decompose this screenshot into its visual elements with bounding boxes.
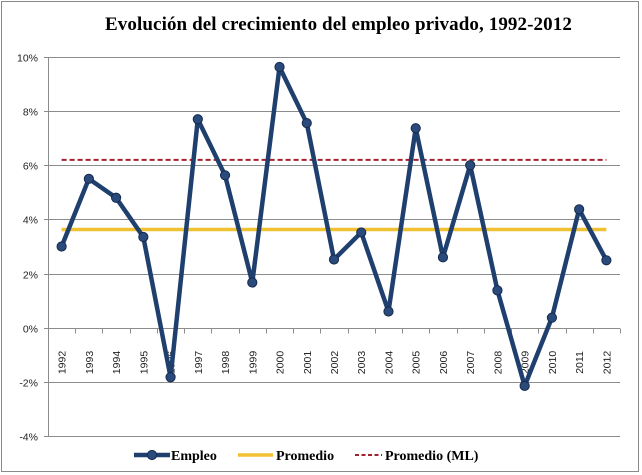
legend-label-promedio: Promedio <box>276 449 334 464</box>
x-tick-label: 2001 <box>302 351 314 375</box>
data-point-empleo <box>546 312 558 323</box>
data-point-empleo <box>247 277 258 288</box>
x-tick-label: 2007 <box>465 351 477 375</box>
x-tick-label: 1997 <box>193 351 205 375</box>
y-tick-label: 0% <box>23 324 38 336</box>
y-tick-label: 6% <box>23 161 38 173</box>
x-tick-label: 1998 <box>220 351 232 375</box>
series-markers <box>56 61 612 392</box>
data-point-empleo <box>274 61 285 73</box>
x-tick-label: 2008 <box>492 351 504 375</box>
data-point-empleo <box>574 204 585 215</box>
data-point-empleo <box>383 306 394 317</box>
y-tick-label: -2% <box>19 378 38 390</box>
y-tick-label: -4% <box>19 432 38 444</box>
data-point-empleo <box>437 252 449 263</box>
chart-title: Evolución del crecimiento del empleo pri… <box>105 14 572 35</box>
x-tick-label: 2012 <box>601 351 613 375</box>
data-point-empleo <box>56 241 67 252</box>
x-tick-label: 2010 <box>547 351 559 375</box>
x-tick-label: 2006 <box>438 351 450 375</box>
y-tick-label: 10% <box>17 53 38 65</box>
data-point-empleo <box>328 254 340 265</box>
x-tick-label: 1992 <box>57 351 69 375</box>
series-lines <box>59 64 609 389</box>
y-axis-ticks: -4% -2% 0% 2% 4% 6% 8% 10% <box>17 53 38 444</box>
x-tick-label: 2005 <box>411 351 423 375</box>
data-point-empleo <box>138 231 149 243</box>
data-point-empleo <box>192 114 203 125</box>
y-tick-label: 4% <box>23 215 38 227</box>
series-line-empleo <box>59 64 609 389</box>
axes <box>48 57 620 436</box>
data-point-empleo <box>356 227 367 238</box>
data-point-empleo <box>301 117 312 129</box>
x-tick-label: 2011 <box>574 351 586 374</box>
data-point-empleo <box>465 160 476 171</box>
data-point-empleo <box>492 285 503 296</box>
x-axis-ticks: 1992 1993 1994 1995 1996 1997 1998 1999 2000 2001… <box>48 328 621 375</box>
x-tick-label: 1994 <box>111 351 123 375</box>
y-tick-label: 8% <box>23 107 38 119</box>
legend-label-promedio-ml: Promedio (ML) <box>385 449 479 464</box>
data-point-empleo <box>165 372 176 383</box>
x-tick-label: 2009 <box>520 351 532 375</box>
x-tick-label: 1993 <box>84 351 96 375</box>
data-point-empleo <box>519 380 530 392</box>
legend-label-empleo: Empleo <box>171 449 217 464</box>
x-tick-label: 1995 <box>138 351 150 375</box>
x-tick-label: 1999 <box>247 351 259 375</box>
x-tick-label: 2003 <box>356 351 368 375</box>
legend-marker-empleo <box>146 449 158 461</box>
data-point-empleo <box>601 255 612 266</box>
data-point-empleo <box>410 123 421 134</box>
data-point-empleo <box>110 192 122 203</box>
legend: Empleo Promedio Promedio (ML) <box>134 449 479 464</box>
data-point-empleo <box>83 173 94 184</box>
x-tick-label: 2004 <box>383 351 395 375</box>
data-point-empleo <box>219 170 231 181</box>
y-tick-label: 2% <box>23 270 38 282</box>
x-tick-label: 2002 <box>329 351 341 375</box>
x-tick-label: 2000 <box>275 351 287 375</box>
